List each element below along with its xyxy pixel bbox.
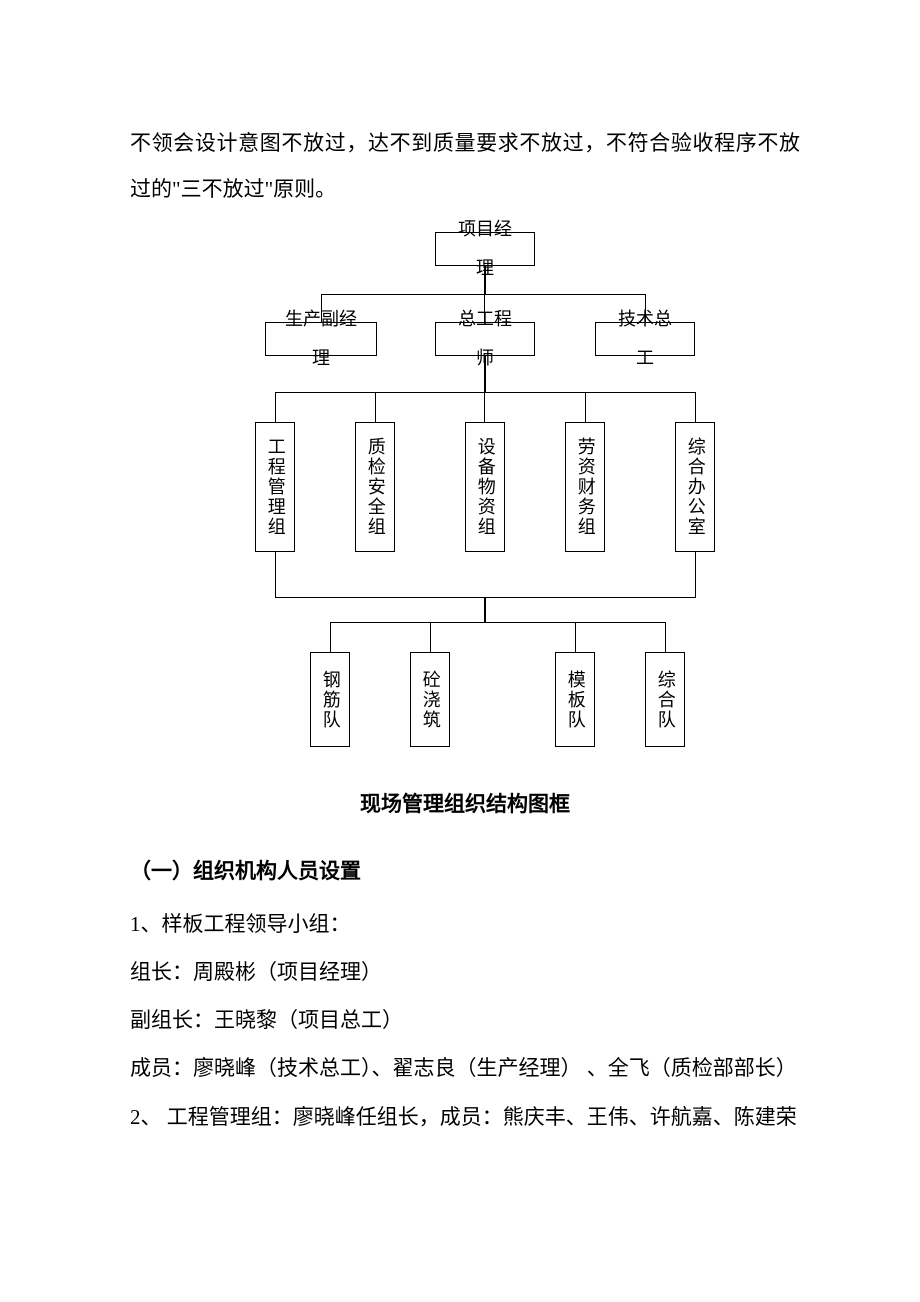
org-chart: 项目经理生产副经理 总工程师 技术总工工程管理组 质检安全组 设备物资组 劳资财务组 综合办… xyxy=(185,232,745,772)
body-p4: 成员：廖晓峰（技术总工）、翟志良（生产经理） 、全飞（质检部部长） xyxy=(130,1045,800,1091)
body-p5: 2、 工程管理组：廖晓峰任组长，成员：熊庆丰、王伟、许航嘉、陈建荣 xyxy=(130,1094,800,1140)
org-node-l3b: 质检安全组 xyxy=(355,422,395,552)
org-node-l4c: 模板队 xyxy=(555,652,595,747)
connector-line xyxy=(665,622,666,652)
connector-line xyxy=(484,597,486,622)
connector-line xyxy=(430,622,431,652)
connector-line xyxy=(695,392,696,422)
connector-line xyxy=(575,622,576,652)
org-node-l3c: 设备物资组 xyxy=(465,422,505,552)
org-node-l4a: 钢筋队 xyxy=(310,652,350,747)
org-node-l3d: 劳资财务组 xyxy=(565,422,605,552)
connector-line xyxy=(275,392,276,422)
org-node-l3a: 工程管理组 xyxy=(255,422,295,552)
intro-paragraph: 不领会设计意图不放过，达不到质量要求不放过，不符合验收程序不放过的"三不放过"原… xyxy=(130,120,800,212)
connector-line xyxy=(330,622,666,623)
org-node-l2a: 生产副经理 xyxy=(265,322,377,356)
body-p3: 副组长：王晓黎（项目总工） xyxy=(130,997,800,1043)
connector-line xyxy=(275,392,696,393)
connector-line xyxy=(275,552,276,597)
org-node-l4d: 综合队 xyxy=(645,652,685,747)
org-node-l2b: 总工程师 xyxy=(435,322,535,356)
section-heading: （一）组织机构人员设置 xyxy=(130,849,800,895)
body-p2: 组长：周殿彬（项目经理） xyxy=(130,949,800,995)
chart-caption: 现场管理组织结构图框 xyxy=(130,782,800,828)
connector-line xyxy=(695,552,696,597)
connector-line xyxy=(375,392,376,422)
connector-line xyxy=(330,622,331,652)
connector-line xyxy=(585,392,586,422)
org-node-root: 项目经理 xyxy=(435,232,535,266)
connector-line xyxy=(484,392,485,422)
body-p1: 1、样板工程领导小组： xyxy=(130,901,800,947)
org-node-l4b: 砼浇筑 xyxy=(410,652,450,747)
org-node-l2c: 技术总工 xyxy=(595,322,695,356)
org-node-l3e: 综合办公室 xyxy=(675,422,715,552)
